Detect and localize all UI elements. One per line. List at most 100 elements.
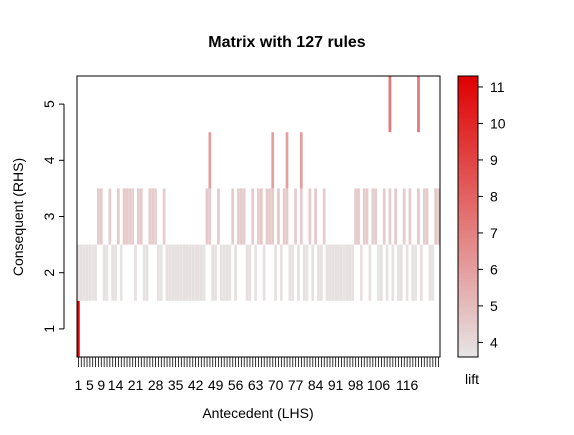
heatmap-cell xyxy=(254,244,257,301)
heatmap-cell xyxy=(388,76,392,133)
x-tick-label: 21 xyxy=(128,377,144,393)
colorbar-segment xyxy=(458,132,478,136)
colorbar-segment xyxy=(458,146,478,150)
colorbar-segment xyxy=(458,250,478,254)
colorbar-segment xyxy=(458,160,478,164)
colorbar-segment xyxy=(458,205,478,209)
colorbar-segment xyxy=(458,87,478,91)
heatmap-cell xyxy=(417,76,420,133)
heatmap-cell xyxy=(382,188,386,245)
colorbar-segment xyxy=(458,194,478,198)
colorbar-segment xyxy=(458,123,478,128)
colorbar-segment xyxy=(458,255,478,260)
colorbar-segment xyxy=(458,135,478,139)
colorbar-segment xyxy=(458,295,478,299)
colorbar-segment xyxy=(458,126,478,130)
y-tick-label: 3 xyxy=(41,212,57,220)
heatmap-cell xyxy=(222,244,226,301)
colorbar-segment xyxy=(458,230,478,234)
heatmap-cell xyxy=(391,244,395,301)
heatmap-cell xyxy=(285,188,289,245)
colorbar-segment xyxy=(458,185,478,189)
heatmap-cell xyxy=(217,188,220,245)
heatmap-cell xyxy=(385,244,389,301)
heatmap-cell xyxy=(339,244,343,301)
x-tick-label: 1 xyxy=(75,377,83,393)
heatmap-cell xyxy=(205,188,209,245)
heatmap-cell xyxy=(168,244,172,301)
colorbar-segment xyxy=(458,219,478,223)
heatmap-cell xyxy=(162,188,166,245)
heatmap-cell xyxy=(434,188,437,245)
heatmap-cell xyxy=(231,188,235,245)
heatmap-cell xyxy=(337,244,340,301)
heatmap-cell xyxy=(99,188,103,245)
heatmap-cell xyxy=(431,244,435,301)
colorbar-segment xyxy=(458,300,478,305)
heatmap-cell xyxy=(322,188,326,245)
heatmap-cell xyxy=(85,244,89,301)
colorbar-segment xyxy=(458,188,478,192)
colorbar-segment xyxy=(458,309,478,313)
x-tick-label: 49 xyxy=(208,377,224,393)
colorbar-segment xyxy=(458,98,478,102)
heatmap-cell xyxy=(305,244,309,301)
colorbar-segment xyxy=(458,320,478,324)
colorbar-tick-label: 8 xyxy=(490,188,498,204)
heatmap-cell xyxy=(271,188,275,245)
heatmap-cell xyxy=(365,188,369,245)
heatmap-cell xyxy=(137,188,140,245)
colorbar-tick-label: 6 xyxy=(490,261,498,277)
colorbar-frame xyxy=(457,75,479,358)
colorbar-segment xyxy=(458,233,478,237)
heatmap-cell xyxy=(154,188,157,245)
heatmap-cell xyxy=(288,244,292,301)
colorbar-segment xyxy=(458,129,478,133)
heatmap-cell xyxy=(177,244,180,301)
heatmap-cells xyxy=(77,76,440,357)
colorbar-segment xyxy=(458,137,478,142)
heatmap-cell xyxy=(354,188,357,245)
heatmap-cell xyxy=(371,188,375,245)
y-tick-label: 4 xyxy=(41,156,57,164)
heatmap-cell xyxy=(422,188,426,245)
x-tick-label: 63 xyxy=(248,377,264,393)
heatmap-cell xyxy=(405,244,409,301)
colorbar-segment xyxy=(458,149,478,153)
heatmap-cell xyxy=(394,188,397,245)
heatmap-cell xyxy=(331,244,335,301)
heatmap-cell xyxy=(77,244,80,301)
colorbar-segment xyxy=(458,216,478,220)
colorbar-tick-label: 10 xyxy=(490,115,506,131)
colorbar-segment xyxy=(458,168,478,173)
colorbar-tick-label: 7 xyxy=(490,225,498,241)
colorbar-segment xyxy=(458,92,478,97)
colorbar-segment xyxy=(458,348,478,352)
heatmap-cell xyxy=(317,244,320,301)
heatmap-cell xyxy=(194,244,197,301)
colorbar-segment xyxy=(458,222,478,226)
colorbar-segment xyxy=(458,151,478,156)
colorbar-segment xyxy=(458,90,478,94)
colorbar-segment xyxy=(458,143,478,147)
heatmap-cell xyxy=(402,188,406,245)
colorbar-segment xyxy=(458,120,478,125)
heatmap-cell xyxy=(311,244,315,301)
heatmap-cell xyxy=(297,244,300,301)
heatmap-cell xyxy=(157,244,160,301)
heatmap-cell xyxy=(377,244,380,301)
colorbar-segment xyxy=(458,258,478,262)
colorbar-segment xyxy=(458,238,478,243)
x-tick-label: 116 xyxy=(396,377,419,393)
colorbar-segment xyxy=(458,106,478,111)
chart-title: Matrix with 127 rules xyxy=(208,34,365,51)
heatmap-cell xyxy=(428,244,432,301)
heatmap-cell xyxy=(211,244,215,301)
colorbar-segment xyxy=(458,289,478,293)
heatmap-cell xyxy=(299,188,303,245)
heatmap-cell xyxy=(202,244,206,301)
heatmap-cell xyxy=(225,244,229,301)
colorbar-segment xyxy=(458,115,478,119)
colorbar-segment xyxy=(458,340,478,344)
